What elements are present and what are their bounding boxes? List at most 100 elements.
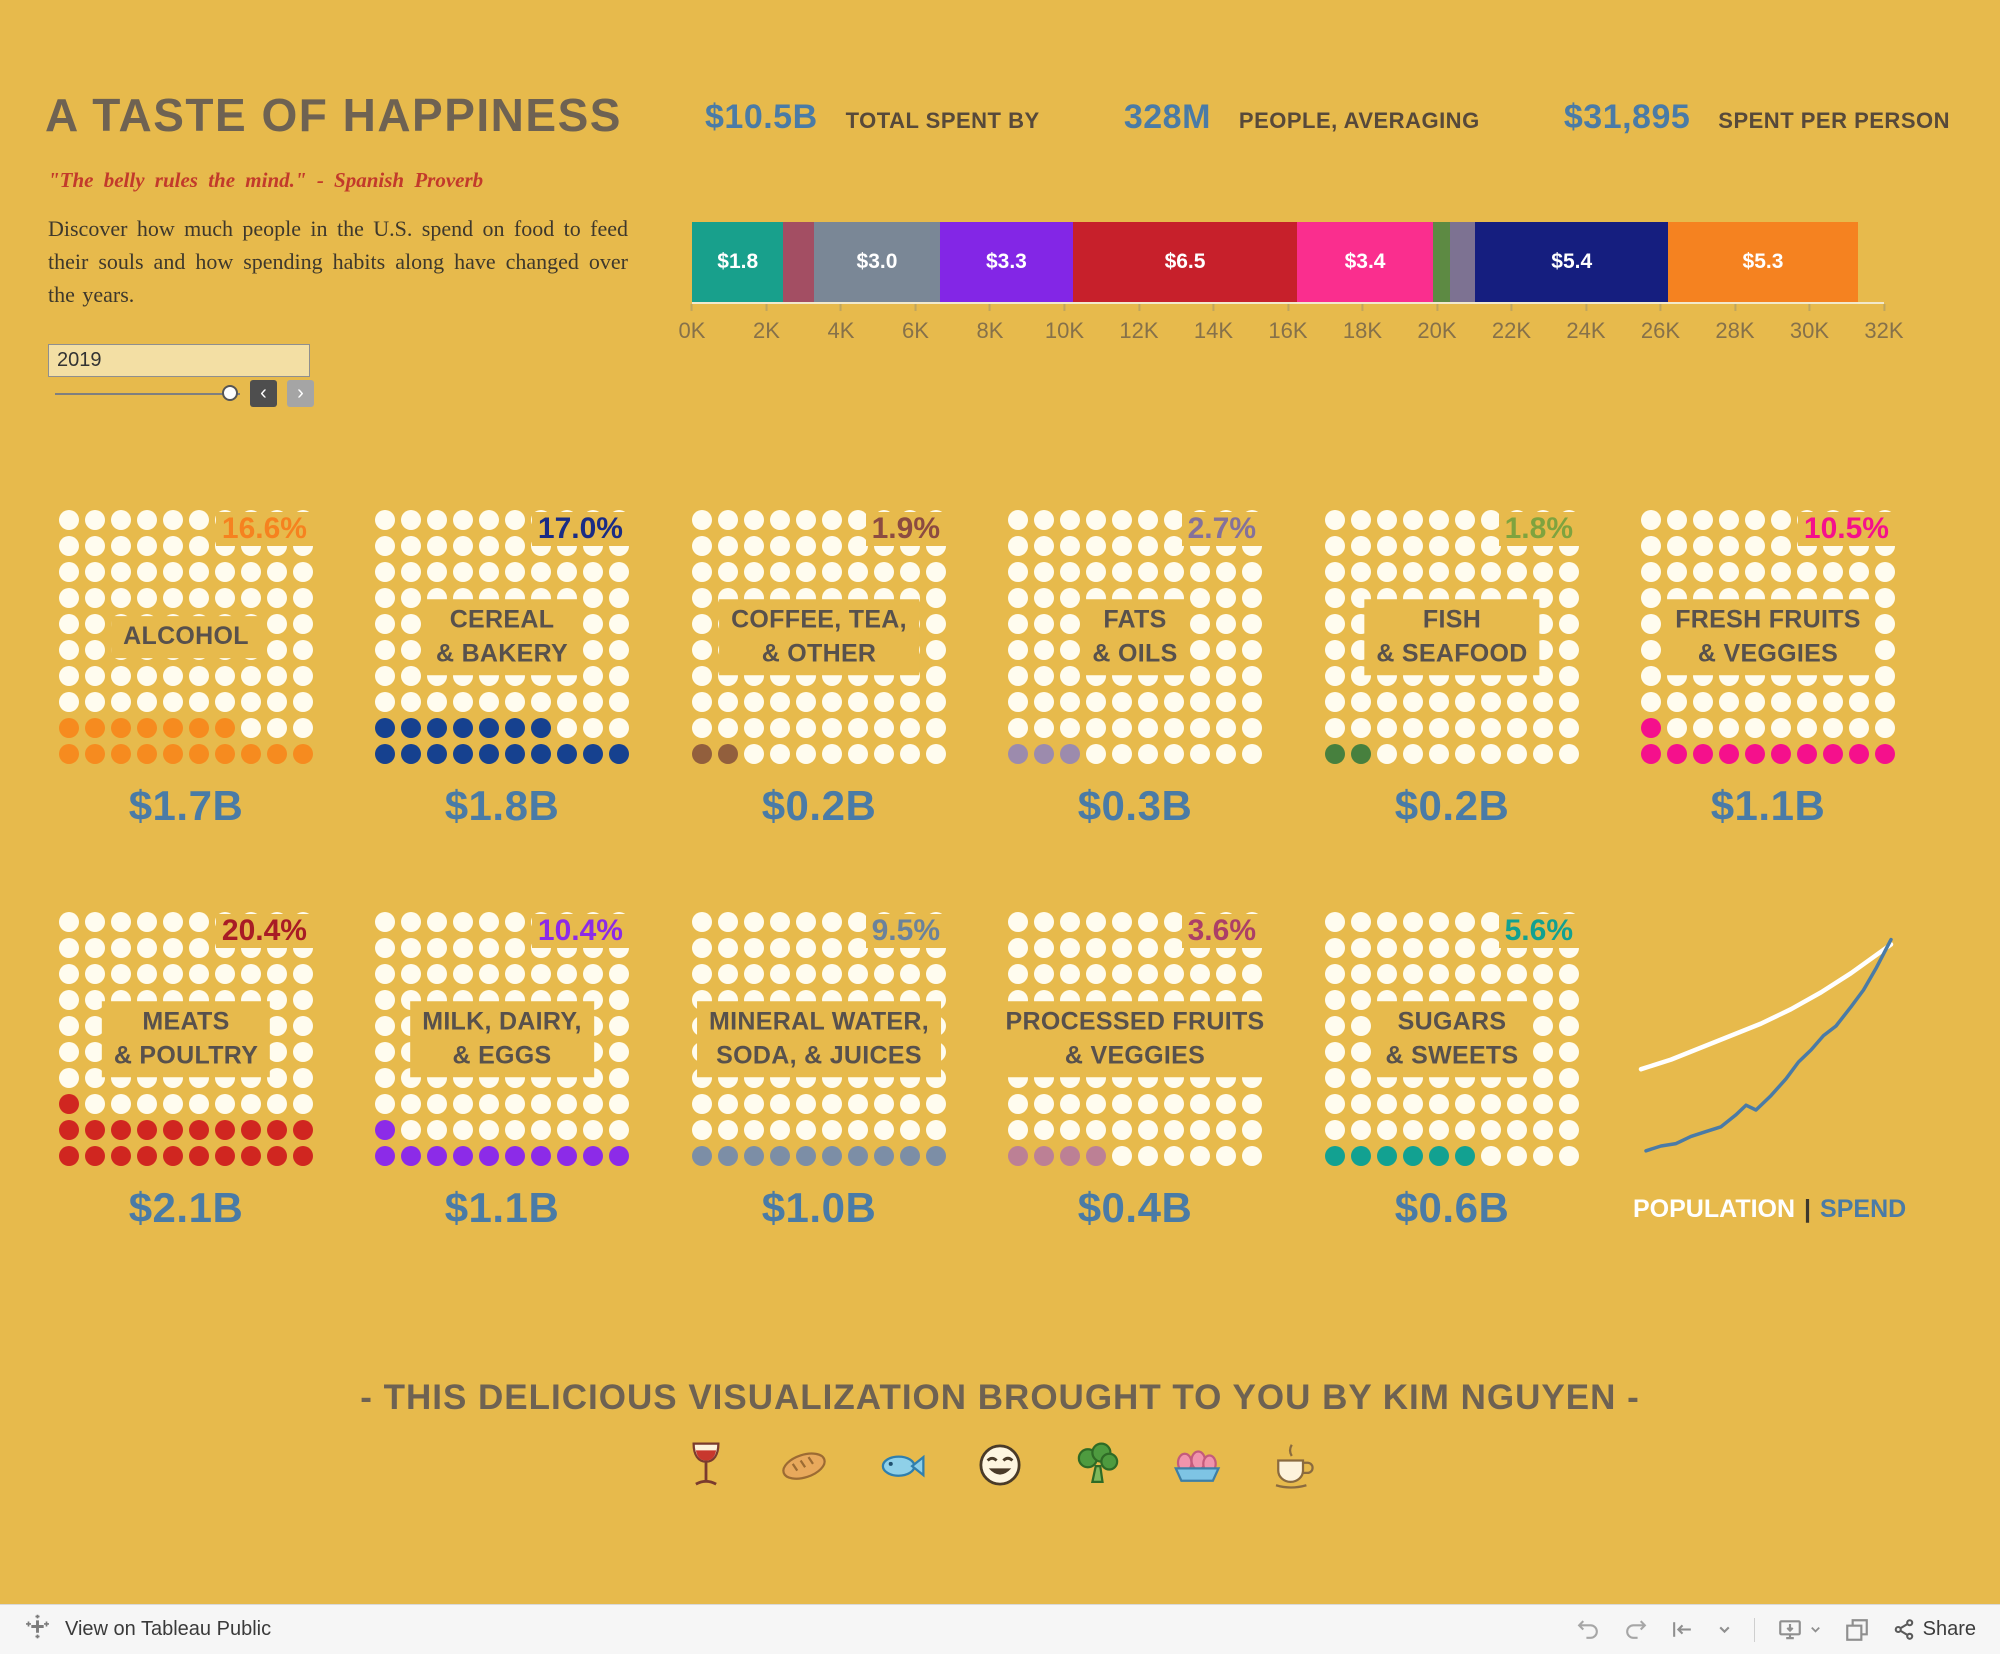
waffle-dot[interactable] [1138,510,1158,530]
waffle-dot[interactable] [111,1120,131,1140]
waffle-dot[interactable] [1216,614,1236,634]
waffle-dot[interactable] [1693,536,1713,556]
waffle-dot[interactable] [189,964,209,984]
waffle-dot[interactable] [137,912,157,932]
waffle-dot[interactable] [1351,562,1371,582]
waffle-dot[interactable] [1164,510,1184,530]
waffle-dot[interactable] [1797,744,1817,764]
waffle-dot[interactable] [1112,562,1132,582]
waffle-dot[interactable] [1164,1120,1184,1140]
waffle-dot[interactable] [267,614,287,634]
waffle-dot[interactable] [1242,964,1262,984]
waffle-dot[interactable] [609,562,629,582]
waffle-dot[interactable] [427,536,447,556]
waffle-dot[interactable] [1216,666,1236,686]
waffle-dot[interactable] [1849,744,1869,764]
waffle-dot[interactable] [796,1094,816,1114]
waffle-dot[interactable] [401,964,421,984]
waffle-dot[interactable] [900,562,920,582]
waffle-dot[interactable] [531,718,551,738]
waffle-dot[interactable] [375,614,395,634]
waffle-dot[interactable] [900,964,920,984]
waffle-dot[interactable] [796,1120,816,1140]
waffle-dot[interactable] [1403,1146,1423,1166]
waffle-dot[interactable] [718,1146,738,1166]
waffle-dot[interactable] [427,964,447,984]
waffle-dot[interactable] [375,692,395,712]
waffle-dot[interactable] [1745,718,1765,738]
waffle-dot[interactable] [215,1146,235,1166]
waffle-dot[interactable] [1325,640,1345,660]
waffle-dot[interactable] [189,588,209,608]
waffle-dot[interactable] [609,1094,629,1114]
waffle-dot[interactable] [1507,1146,1527,1166]
waffle-dot[interactable] [111,938,131,958]
waffle-dot[interactable] [85,744,105,764]
waffle-dot[interactable] [1875,640,1895,660]
waffle-dot[interactable] [1641,562,1661,582]
waffle-dot[interactable] [1377,912,1397,932]
waffle-dot[interactable] [1745,562,1765,582]
waffle-dot[interactable] [926,692,946,712]
waffle-dot[interactable] [293,692,313,712]
fullscreen-button[interactable] [1844,1617,1870,1643]
waffle-dot[interactable] [505,718,525,738]
waffle-dot[interactable] [744,1094,764,1114]
waffle-chart[interactable]: 2.7% FATS & OILS [1008,510,1262,764]
waffle-dot[interactable] [874,964,894,984]
waffle-dot[interactable] [1216,588,1236,608]
waffle-dot[interactable] [1325,692,1345,712]
waffle-dot[interactable] [479,1146,499,1166]
waffle-dot[interactable] [505,692,525,712]
bar-segment[interactable] [1433,222,1451,302]
waffle-dot[interactable] [1086,938,1106,958]
waffle-dot[interactable] [427,744,447,764]
waffle-dot[interactable] [1875,692,1895,712]
waffle-dot[interactable] [1138,1120,1158,1140]
waffle-dot[interactable] [215,666,235,686]
waffle-dot[interactable] [744,938,764,958]
waffle-chart[interactable]: 1.9% COFFEE, TEA, & OTHER [692,510,946,764]
waffle-dot[interactable] [1034,1146,1054,1166]
waffle-dot[interactable] [479,744,499,764]
waffle-dot[interactable] [1875,744,1895,764]
waffle-dot[interactable] [1112,964,1132,984]
waffle-dot[interactable] [718,1094,738,1114]
waffle-dot[interactable] [59,692,79,712]
waffle-dot[interactable] [401,744,421,764]
waffle-dot[interactable] [609,990,629,1010]
waffle-dot[interactable] [1641,588,1661,608]
waffle-dot[interactable] [401,692,421,712]
waffle-dot[interactable] [1377,964,1397,984]
waffle-dot[interactable] [1455,1094,1475,1114]
waffle-dot[interactable] [926,744,946,764]
waffle-dot[interactable] [401,588,421,608]
waffle-dot[interactable] [1771,536,1791,556]
waffle-dot[interactable] [479,536,499,556]
waffle-dot[interactable] [822,744,842,764]
waffle-dot[interactable] [1325,536,1345,556]
waffle-dot[interactable] [1190,640,1210,660]
waffle-dot[interactable] [505,536,525,556]
waffle-dot[interactable] [1325,1094,1345,1114]
waffle-dot[interactable] [1242,718,1262,738]
waffle-dot[interactable] [137,588,157,608]
waffle-dot[interactable] [848,964,868,984]
waffle-dot[interactable] [1641,640,1661,660]
waffle-dot[interactable] [1060,1094,1080,1114]
waffle-dot[interactable] [479,1120,499,1140]
waffle-dot[interactable] [1455,1146,1475,1166]
waffle-dot[interactable] [1481,964,1501,984]
waffle-dot[interactable] [111,562,131,582]
waffle-dot[interactable] [85,510,105,530]
waffle-dot[interactable] [692,912,712,932]
waffle-dot[interactable] [692,964,712,984]
waffle-dot[interactable] [609,1042,629,1062]
waffle-chart[interactable]: 3.6% PROCESSED FRUITS & VEGGIES [993,912,1277,1166]
waffle-dot[interactable] [401,1094,421,1114]
waffle-dot[interactable] [293,1016,313,1036]
waffle-dot[interactable] [1559,692,1579,712]
waffle-dot[interactable] [427,1120,447,1140]
waffle-dot[interactable] [1242,588,1262,608]
waffle-dot[interactable] [796,744,816,764]
